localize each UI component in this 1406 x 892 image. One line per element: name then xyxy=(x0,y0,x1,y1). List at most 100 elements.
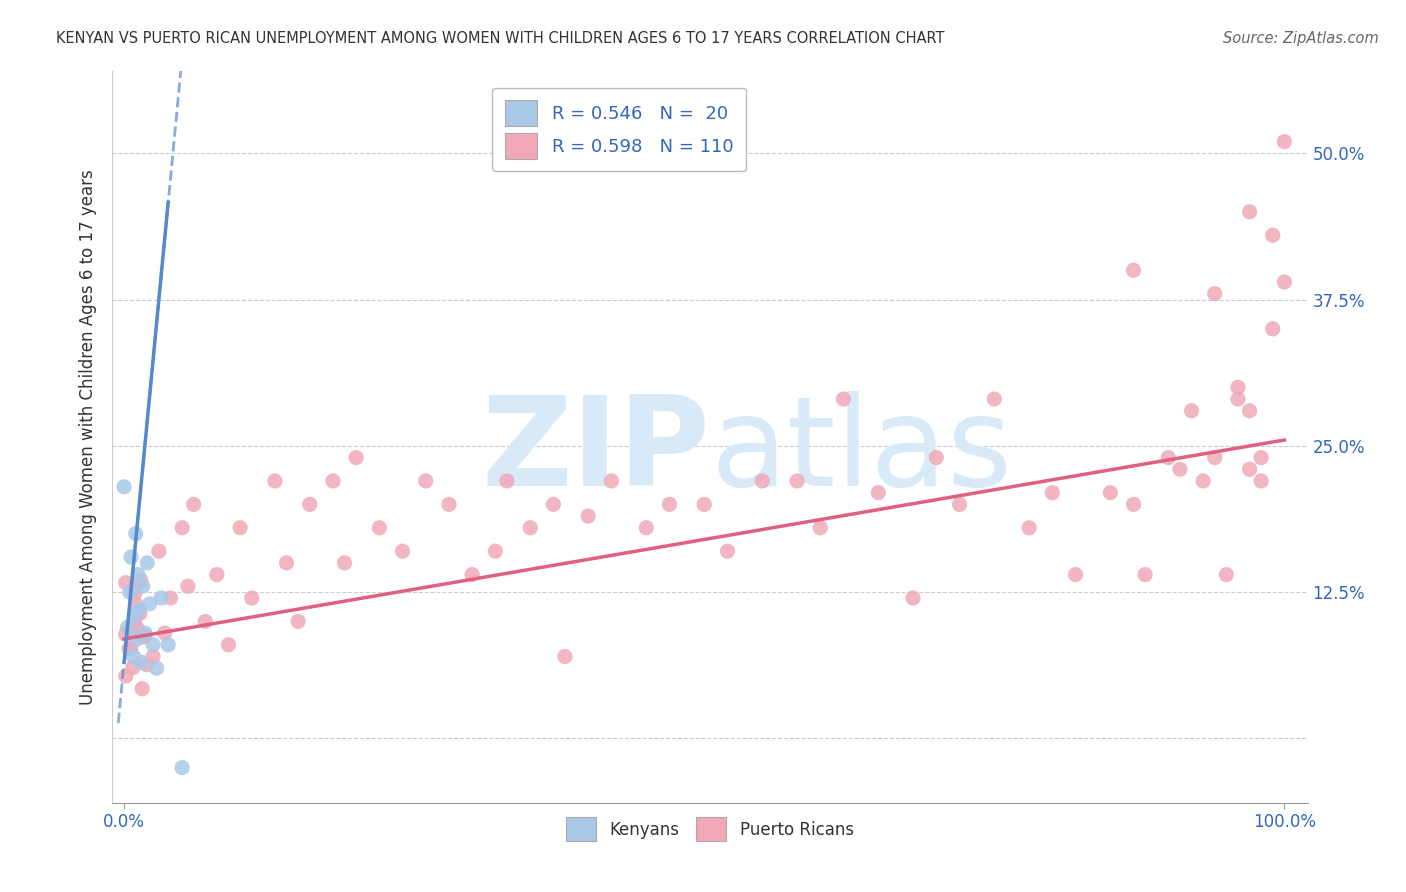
Point xyxy=(127,567,149,582)
Y-axis label: Unemployment Among Women with Children Ages 6 to 17 years: Unemployment Among Women with Children A… xyxy=(79,169,97,705)
Point xyxy=(658,497,681,511)
Point xyxy=(391,544,413,558)
Point xyxy=(636,521,658,535)
Text: ZIP: ZIP xyxy=(481,392,710,512)
Point xyxy=(159,591,181,605)
Point xyxy=(120,549,142,564)
Point xyxy=(172,761,194,775)
Point xyxy=(415,474,437,488)
Point xyxy=(461,567,484,582)
Point xyxy=(132,630,155,644)
Point xyxy=(1239,462,1261,476)
Point xyxy=(1250,450,1272,465)
Point xyxy=(125,597,148,611)
Point xyxy=(576,509,599,524)
Point xyxy=(287,615,309,629)
Point xyxy=(1018,521,1040,535)
Point xyxy=(1272,135,1295,149)
Point xyxy=(1239,204,1261,219)
Point xyxy=(138,597,160,611)
Point xyxy=(122,615,145,629)
Point xyxy=(276,556,298,570)
Text: KENYAN VS PUERTO RICAN UNEMPLOYMENT AMONG WOMEN WITH CHILDREN AGES 6 TO 17 YEARS: KENYAN VS PUERTO RICAN UNEMPLOYMENT AMON… xyxy=(56,31,945,46)
Point xyxy=(1099,485,1122,500)
Point xyxy=(125,620,148,634)
Point xyxy=(131,681,153,696)
Point xyxy=(832,392,855,406)
Point xyxy=(148,544,170,558)
Point xyxy=(600,474,623,488)
Point xyxy=(135,657,157,672)
Point xyxy=(298,497,321,511)
Point xyxy=(122,660,145,674)
Point xyxy=(157,638,180,652)
Point xyxy=(1168,462,1191,476)
Point xyxy=(368,521,391,535)
Point xyxy=(240,591,263,605)
Point xyxy=(1239,403,1261,417)
Point xyxy=(484,544,506,558)
Point xyxy=(177,579,200,593)
Point xyxy=(983,392,1005,406)
Point xyxy=(125,578,148,592)
Point xyxy=(153,626,176,640)
Point xyxy=(808,521,831,535)
Point xyxy=(131,656,153,670)
Point xyxy=(716,544,738,558)
Point xyxy=(122,649,145,664)
Point xyxy=(1192,474,1215,488)
Point xyxy=(172,521,194,535)
Point xyxy=(1180,403,1202,417)
Point xyxy=(134,629,156,643)
Point xyxy=(112,480,135,494)
Text: Source: ZipAtlas.com: Source: ZipAtlas.com xyxy=(1223,31,1379,46)
Point xyxy=(194,615,217,629)
Point xyxy=(131,579,153,593)
Point xyxy=(117,620,139,634)
Point xyxy=(118,585,141,599)
Point xyxy=(948,497,970,511)
Point xyxy=(125,526,148,541)
Point xyxy=(1250,474,1272,488)
Point xyxy=(333,556,356,570)
Point xyxy=(136,556,159,570)
Point xyxy=(543,497,565,511)
Point xyxy=(183,497,205,511)
Point xyxy=(786,474,808,488)
Point xyxy=(322,474,344,488)
Point xyxy=(1204,450,1226,465)
Point xyxy=(125,632,148,646)
Point xyxy=(693,497,716,511)
Point xyxy=(124,586,146,600)
Point xyxy=(128,607,150,621)
Point xyxy=(1226,380,1249,394)
Point xyxy=(134,626,156,640)
Point xyxy=(114,627,136,641)
Point xyxy=(437,497,460,511)
Point xyxy=(751,474,773,488)
Point xyxy=(229,521,252,535)
Point xyxy=(150,591,173,605)
Text: atlas: atlas xyxy=(710,392,1012,512)
Point xyxy=(129,574,152,588)
Point xyxy=(901,591,924,605)
Point xyxy=(1133,567,1156,582)
Point xyxy=(145,661,167,675)
Point xyxy=(1064,567,1087,582)
Point xyxy=(554,649,576,664)
Point xyxy=(124,608,146,623)
Point xyxy=(142,638,165,652)
Point xyxy=(1204,286,1226,301)
Point xyxy=(1040,485,1063,500)
Point xyxy=(1261,322,1284,336)
Point xyxy=(496,474,519,488)
Point xyxy=(1272,275,1295,289)
Point xyxy=(205,567,228,582)
Point xyxy=(1157,450,1180,465)
Point xyxy=(142,649,165,664)
Point xyxy=(868,485,890,500)
Point xyxy=(264,474,287,488)
Point xyxy=(114,669,136,683)
Legend: Kenyans, Puerto Ricans: Kenyans, Puerto Ricans xyxy=(558,809,862,849)
Point xyxy=(115,575,138,590)
